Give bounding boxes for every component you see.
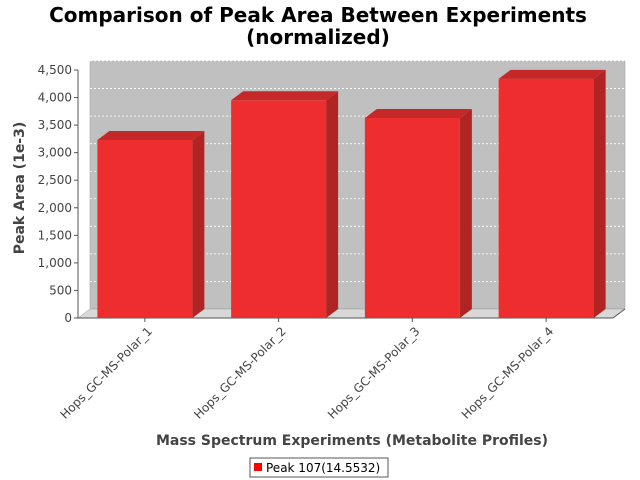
y-tick-label: 4,000 <box>38 91 72 105</box>
grid-line-diag <box>77 60 91 71</box>
bar <box>498 69 606 318</box>
plot-area <box>77 60 626 319</box>
grid-line-diag <box>77 281 91 291</box>
y-tick-label: 3,000 <box>38 146 72 160</box>
x-axis-ticks: Hops_GC-MS-Polar_1 Hops_GC-MS-Polar_2 Hops… <box>57 318 556 422</box>
axis-depth-line <box>612 308 626 319</box>
y-tick-label: 1,000 <box>38 256 72 270</box>
bar-front <box>97 139 193 318</box>
y-tick-label: 3,500 <box>38 118 72 132</box>
bar-side <box>192 130 205 318</box>
bar-top <box>231 91 339 101</box>
legend: Peak 107(14.5532) <box>249 457 389 478</box>
grid-line-diag <box>77 253 91 264</box>
y-tick-label: 4,500 <box>38 63 72 77</box>
legend-swatch <box>254 463 262 471</box>
grid-line-diag <box>77 115 91 126</box>
bar-side <box>593 69 606 318</box>
bar-side <box>326 91 339 318</box>
bar-front <box>498 78 594 318</box>
legend-label: Peak 107(14.5532) <box>266 461 380 475</box>
y-axis-label: Peak Area (1e-3) <box>12 122 28 255</box>
x-tick-label: Hops_GC-MS-Polar_2 <box>191 324 289 422</box>
x-tick-label: Hops_GC-MS-Polar_3 <box>325 324 423 422</box>
chart-title-line2: (normalized) <box>246 25 390 49</box>
grid-line-diag <box>77 170 91 181</box>
legend-box <box>249 457 389 478</box>
x-tick-label: Hops_GC-MS-Polar_1 <box>57 324 155 422</box>
bar-top <box>498 69 606 79</box>
y-axis-ticks: 0 500 1,000 1,500 2,000 2,500 3,000 3,500 4,000 4… <box>38 63 78 325</box>
bar-top <box>97 130 205 140</box>
bar-front <box>231 100 327 318</box>
x-tick-label: Hops_GC-MS-Polar_4 <box>459 324 557 422</box>
bar-front <box>364 117 460 319</box>
bar <box>231 91 339 318</box>
bar-top <box>364 108 472 118</box>
grid-line-diag <box>77 88 91 98</box>
grid-line-diag <box>77 143 91 153</box>
y-tick-label: 2,500 <box>38 173 72 187</box>
bar-side <box>459 108 472 318</box>
bar <box>97 130 205 318</box>
bar <box>364 108 472 319</box>
grid-line-diag <box>77 198 91 209</box>
y-tick-label: 500 <box>49 283 72 297</box>
x-axis-label: Mass Spectrum Experiments (Metabolite Pr… <box>156 433 548 449</box>
y-tick-label: 2,000 <box>38 201 72 215</box>
y-tick-label: 0 <box>64 311 72 325</box>
chart-title-line1: Comparison of Peak Area Between Experime… <box>49 3 587 27</box>
bars <box>97 69 606 319</box>
grid-line-diag <box>77 226 91 236</box>
y-tick-label: 1,500 <box>38 228 72 242</box>
